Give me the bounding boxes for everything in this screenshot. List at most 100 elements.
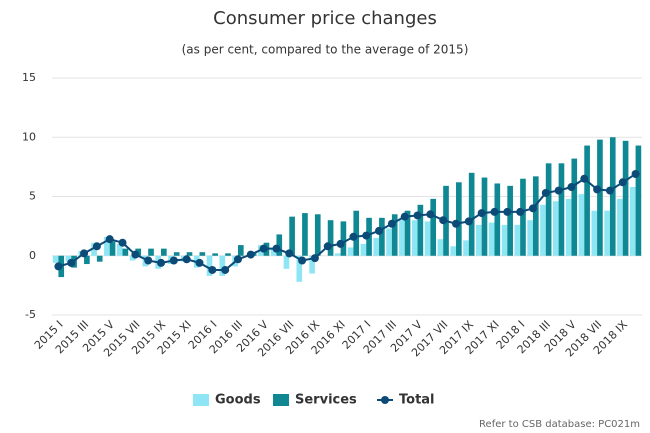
bar	[302, 213, 308, 256]
line-point	[310, 254, 319, 263]
bar	[430, 198, 437, 256]
bar	[334, 253, 341, 256]
bar	[283, 255, 290, 269]
bar	[424, 221, 431, 256]
bar	[456, 182, 462, 256]
y-tick-label: 10	[22, 130, 36, 143]
bar	[148, 248, 154, 256]
line-point	[272, 244, 281, 253]
bar	[629, 187, 636, 256]
line-point	[464, 217, 473, 226]
line-point	[362, 231, 371, 240]
bar	[327, 220, 334, 256]
bar	[109, 241, 116, 256]
bar	[129, 255, 136, 261]
bar	[360, 243, 367, 256]
line-point	[208, 265, 217, 274]
bar	[404, 210, 411, 256]
bar	[476, 224, 482, 256]
bar	[219, 255, 226, 276]
legend-label: Services	[295, 393, 357, 408]
bar	[571, 158, 578, 256]
bar	[532, 176, 539, 256]
bar	[84, 255, 90, 265]
bar	[96, 255, 103, 262]
line-point	[593, 185, 602, 194]
legend-label: Goods	[215, 393, 261, 408]
line-point	[118, 238, 127, 247]
source-note: Refer to CSB database: PC021m	[479, 419, 640, 430]
line-point	[605, 186, 614, 195]
bar	[520, 178, 526, 256]
bar	[514, 224, 521, 256]
line-point	[182, 255, 191, 264]
bar	[622, 140, 629, 256]
chart-subtitle: (as per cent, compared to the average of…	[182, 43, 469, 57]
bar	[91, 242, 97, 256]
bar	[604, 210, 610, 256]
bar	[173, 252, 180, 256]
bar	[501, 224, 508, 256]
bar	[558, 163, 565, 256]
line-point	[195, 258, 204, 267]
y-tick-label: -5	[25, 308, 36, 321]
line-point	[375, 226, 384, 235]
bar	[347, 247, 354, 256]
line-point	[387, 219, 396, 228]
bar	[212, 253, 218, 256]
bar	[122, 248, 129, 256]
line-point	[323, 242, 332, 251]
chart-title: Consumer price changes	[213, 8, 437, 29]
bar	[578, 194, 585, 256]
bar	[635, 145, 642, 256]
line-point	[67, 258, 76, 267]
line-point	[631, 169, 640, 178]
bar	[52, 255, 59, 263]
bar	[488, 222, 495, 256]
legend-swatch	[381, 396, 389, 404]
line-point	[413, 211, 422, 220]
line-point	[452, 219, 461, 228]
line-point	[131, 250, 140, 259]
line-point	[439, 216, 448, 225]
bar	[186, 252, 193, 256]
bar	[494, 183, 501, 256]
bar	[373, 237, 380, 256]
line-point	[618, 178, 627, 187]
bar	[597, 139, 603, 256]
bar	[225, 253, 231, 256]
line-point	[477, 209, 486, 218]
bar	[386, 228, 392, 256]
line-point	[221, 265, 230, 274]
y-tick-label: 0	[29, 249, 36, 262]
bar	[591, 210, 598, 256]
bar	[540, 204, 546, 256]
line-point	[336, 239, 345, 248]
bar	[552, 201, 559, 256]
bar	[545, 163, 552, 256]
bar	[584, 145, 590, 256]
bar	[450, 246, 457, 256]
bar	[116, 243, 123, 256]
line-point	[541, 188, 550, 197]
y-tick-label: 15	[22, 71, 36, 84]
line-point	[490, 207, 499, 216]
bar	[276, 234, 283, 256]
bar	[237, 245, 244, 256]
line-point	[233, 255, 242, 264]
legend-label: Total	[399, 393, 435, 408]
line-point	[580, 174, 589, 183]
bar	[289, 216, 295, 256]
line-point	[516, 207, 525, 216]
bar	[353, 210, 360, 256]
line-point	[105, 235, 114, 244]
bar	[309, 255, 315, 274]
bar	[391, 214, 398, 256]
bar	[104, 236, 110, 256]
legend-swatch	[193, 394, 209, 406]
line-point	[54, 262, 63, 271]
bar	[270, 248, 277, 256]
line-point	[349, 232, 358, 241]
bar	[314, 214, 321, 256]
